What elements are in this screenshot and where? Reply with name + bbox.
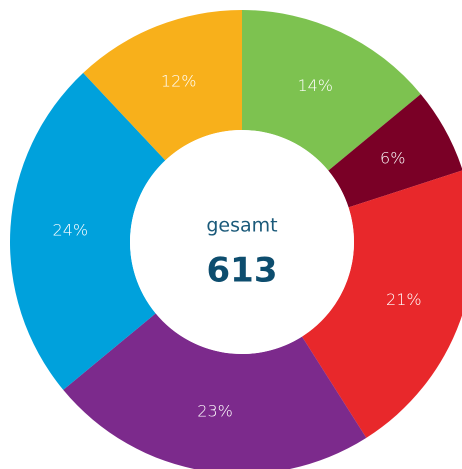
donut-hole	[130, 130, 354, 354]
donut-slice	[10, 72, 166, 390]
slice-label: 6%	[380, 149, 405, 168]
center-total: 613	[207, 251, 278, 291]
donut-slice	[242, 10, 421, 171]
slice-label: 24%	[53, 221, 89, 240]
donut-slice	[83, 10, 242, 161]
slice-label: 14%	[297, 76, 333, 95]
donut-slice	[328, 94, 462, 208]
slice-label: 12%	[161, 72, 197, 91]
slice-label: 21%	[386, 290, 422, 309]
donut-slice	[63, 313, 367, 469]
donut-slice	[302, 170, 462, 438]
slice-label: 23%	[197, 401, 233, 420]
center-label: gesamt	[206, 215, 277, 237]
